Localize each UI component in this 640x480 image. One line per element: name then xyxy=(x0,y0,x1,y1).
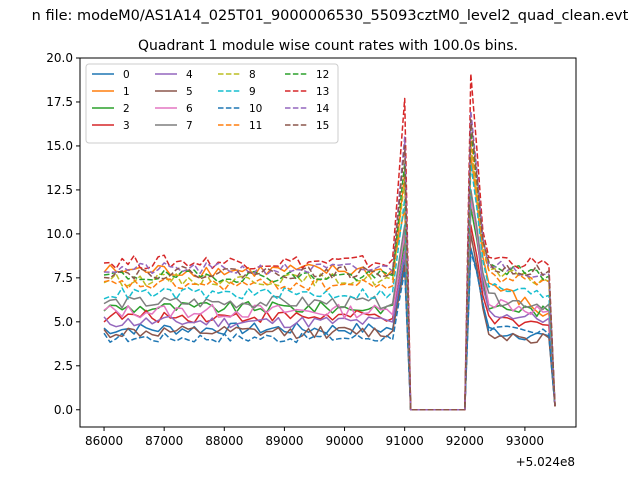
y-tick-label: 20.0 xyxy=(46,51,73,65)
x-tick-label: 90000 xyxy=(325,434,363,448)
axes-layer: 86000 87000 88000 89000 90000 91000 92000 93000… xyxy=(46,51,544,448)
x-tick-label: 92000 xyxy=(446,434,484,448)
y-tick-label: 10.0 xyxy=(46,227,73,241)
figure-suptitle: n file: modeM0/AS1A14_025T01_9000006530_… xyxy=(32,8,629,24)
x-tick-label: 91000 xyxy=(386,434,424,448)
plot-frame xyxy=(79,57,577,428)
series-line-15 xyxy=(103,118,556,411)
y-tick-label: 15.0 xyxy=(46,139,73,153)
series-line-14 xyxy=(103,110,556,411)
x-tick-label: 89000 xyxy=(265,434,303,448)
x-tick-label: 86000 xyxy=(85,434,123,448)
series-line-9 xyxy=(103,162,556,411)
legend-label-6: 6 xyxy=(186,103,193,115)
y-tick-label: 5.0 xyxy=(54,315,73,329)
series-line-0 xyxy=(103,247,556,411)
legend-label-0: 0 xyxy=(123,69,130,81)
legend-label-5: 5 xyxy=(186,86,193,98)
y-tick-label: 12.5 xyxy=(46,183,73,197)
series-line-11 xyxy=(103,136,556,411)
series-line-7 xyxy=(103,189,556,411)
legend-label-11: 11 xyxy=(249,120,262,132)
legend-label-13: 13 xyxy=(316,86,329,98)
legend-label-2: 2 xyxy=(123,103,130,115)
x-tick-label: 87000 xyxy=(145,434,183,448)
legend-label-7: 7 xyxy=(186,120,193,132)
legend-label-15: 15 xyxy=(316,120,329,132)
series-line-10 xyxy=(103,250,556,411)
y-tick-label: 0.0 xyxy=(54,403,73,417)
series-line-6 xyxy=(103,197,556,411)
legend-label-1: 1 xyxy=(123,86,130,98)
legend-label-14: 14 xyxy=(316,103,330,115)
legend-label-4: 4 xyxy=(186,69,193,81)
legend-label-9: 9 xyxy=(249,86,256,98)
series-layer xyxy=(103,73,556,411)
series-line-4 xyxy=(103,189,556,411)
x-tick-label: 93000 xyxy=(506,434,544,448)
x-offset-label: +5.024e8 xyxy=(516,455,575,469)
legend-box xyxy=(85,63,339,144)
y-tick-label: 2.5 xyxy=(54,359,73,373)
legend-label-3: 3 xyxy=(123,120,130,132)
chart-title: Quadrant 1 module wise count rates with … xyxy=(138,38,518,54)
legend-label-8: 8 xyxy=(249,69,256,81)
y-tick-label: 7.5 xyxy=(54,271,73,285)
legend-label-12: 12 xyxy=(316,69,329,81)
legend-label-10: 10 xyxy=(249,103,262,115)
x-tick-label: 88000 xyxy=(205,434,243,448)
y-tick-label: 17.5 xyxy=(46,95,73,109)
